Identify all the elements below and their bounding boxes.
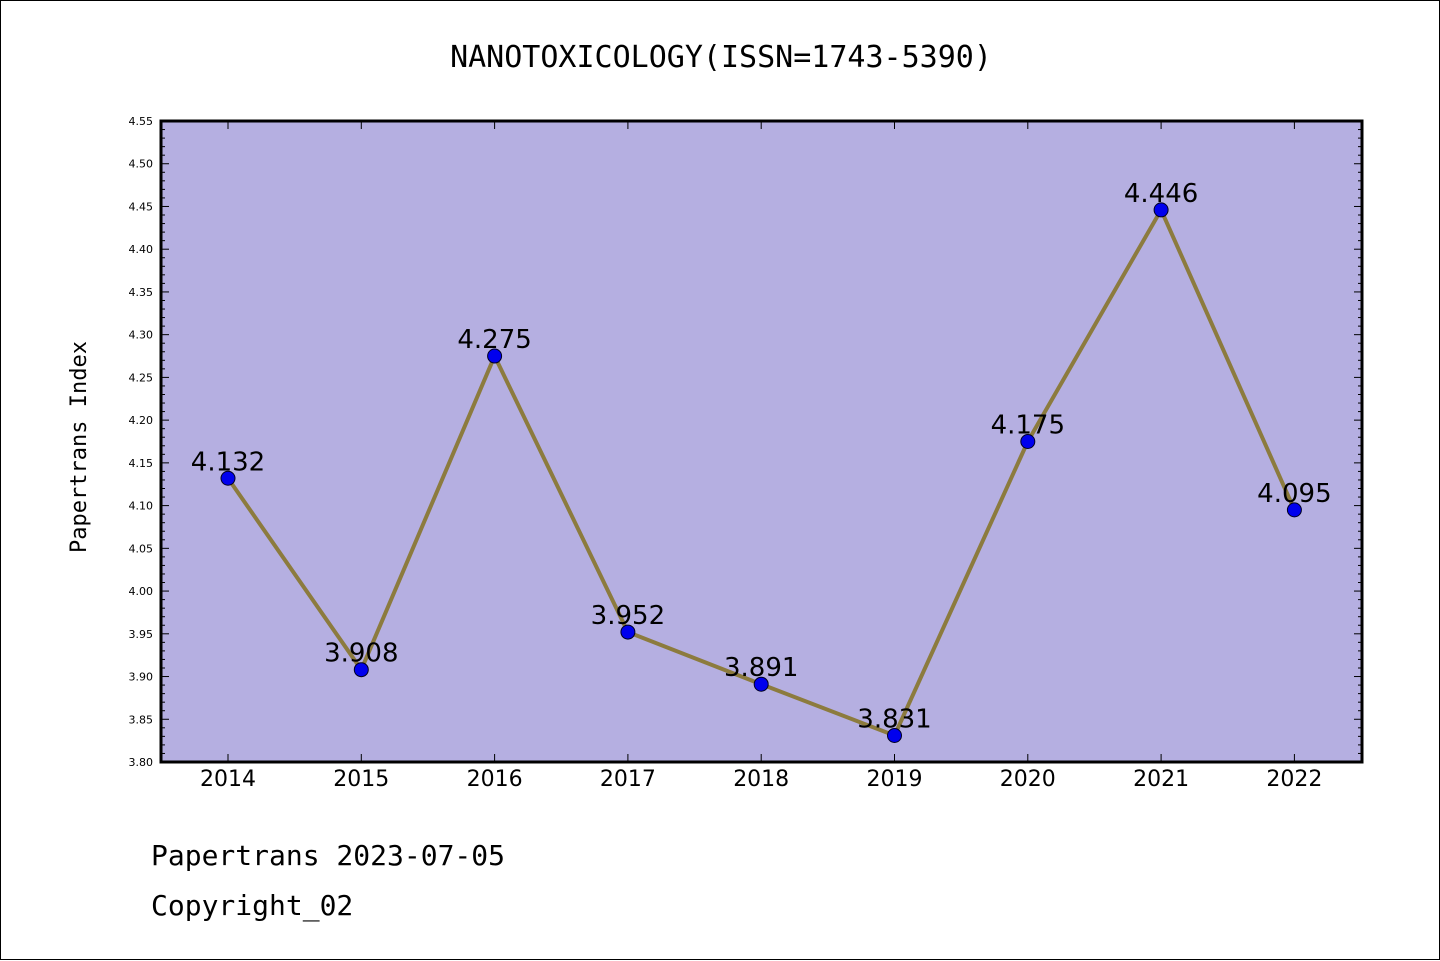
data-label: 3.831 — [857, 705, 931, 735]
data-label: 4.132 — [191, 447, 265, 477]
data-markers — [220, 202, 1302, 744]
x-tick-label: 2015 — [333, 767, 389, 792]
y-tick-label: 4.40 — [129, 243, 154, 256]
x-tick-label: 2020 — [1000, 767, 1056, 792]
data-point — [1020, 434, 1036, 449]
y-axis-label: Papertrans Index — [67, 341, 92, 553]
y-tick-label: 3.90 — [129, 671, 154, 684]
y-tick-label: 4.50 — [129, 158, 154, 171]
x-tick-labels: 2014 2015 2016 2017 2018 2019 2020 2021 2022 — [200, 767, 1322, 792]
x-tick-label: 2014 — [200, 767, 256, 792]
y-tick-label: 4.25 — [129, 371, 154, 384]
y-tick-label: 3.80 — [129, 756, 154, 769]
x-tick-label: 2019 — [867, 767, 923, 792]
plot-area — [161, 121, 1362, 762]
y-tick-label: 3.95 — [129, 628, 154, 641]
data-label: 3.891 — [724, 653, 798, 683]
data-label: 3.908 — [324, 639, 398, 669]
y-tick-label: 4.30 — [129, 329, 154, 342]
data-point — [220, 470, 236, 486]
data-point — [620, 624, 636, 640]
x-tick-label: 2022 — [1266, 767, 1322, 792]
data-label: 4.446 — [1124, 179, 1198, 209]
data-point — [1286, 502, 1302, 518]
y-tick-label: 4.45 — [129, 200, 154, 213]
y-tick-label: 4.00 — [129, 585, 154, 598]
y-tick-label: 4.35 — [129, 286, 154, 299]
y-tick-label: 4.10 — [129, 500, 154, 513]
y-tick-label: 4.55 — [129, 115, 154, 128]
data-point — [353, 662, 369, 678]
data-point — [887, 728, 902, 744]
data-label: 4.175 — [991, 411, 1065, 441]
y-tick-labels: 3.80 3.85 3.90 3.95 4.00 4.05 4.10 4.15 4.20 4.25… — [129, 115, 154, 769]
plot-border — [159, 119, 1364, 764]
data-label: 4.275 — [457, 325, 531, 355]
x-tick-label: 2021 — [1133, 767, 1189, 792]
data-point — [753, 676, 769, 692]
x-tick-label: 2016 — [467, 767, 523, 792]
y-tick-label: 4.15 — [129, 457, 154, 470]
data-labels: 4.132 3.908 4.275 3.952 3.891 3.831 4.175 4.446… — [191, 179, 1332, 735]
data-point — [487, 348, 503, 364]
chart-title: NANOTOXICOLOGY(ISSN=1743-5390) — [450, 40, 992, 75]
footer-date: Papertrans 2023-07-05 — [151, 839, 505, 872]
y-tick-label: 4.05 — [129, 542, 154, 555]
data-label: 3.952 — [591, 601, 665, 631]
x-tick-label: 2018 — [733, 767, 789, 792]
data-label: 4.095 — [1257, 479, 1331, 509]
data-point — [1153, 202, 1169, 218]
x-tick-label: 2017 — [600, 767, 656, 792]
footer-copyright: Copyright_02 — [151, 889, 353, 923]
y-tick-label: 3.85 — [129, 713, 154, 726]
y-tick-label: 4.20 — [129, 414, 154, 427]
